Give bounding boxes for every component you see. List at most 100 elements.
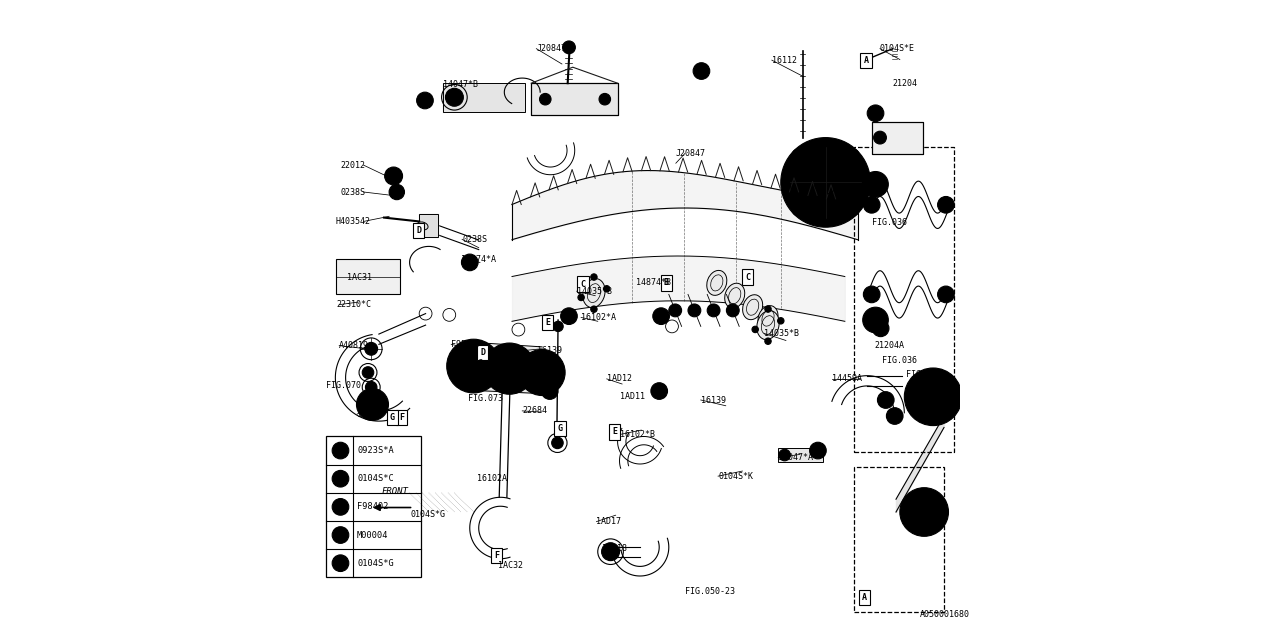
- Circle shape: [333, 555, 348, 572]
- Text: FIG.050-23: FIG.050-23: [686, 588, 736, 596]
- Bar: [531, 83, 618, 115]
- Text: J20847: J20847: [676, 149, 705, 158]
- Text: H403542: H403542: [335, 217, 371, 226]
- Text: 5: 5: [567, 312, 571, 321]
- Text: 14035*B: 14035*B: [576, 287, 612, 296]
- Text: F95707: F95707: [452, 340, 481, 349]
- Text: G: G: [390, 413, 394, 422]
- Text: F: F: [399, 413, 403, 422]
- Bar: [554, 421, 566, 436]
- Circle shape: [602, 543, 620, 561]
- Text: 0238S: 0238S: [340, 188, 366, 196]
- Ellipse shape: [417, 222, 428, 230]
- Circle shape: [417, 92, 433, 109]
- Bar: [543, 315, 553, 330]
- Text: 16139: 16139: [538, 346, 562, 355]
- Circle shape: [863, 307, 888, 333]
- Circle shape: [389, 184, 404, 200]
- Circle shape: [886, 408, 904, 424]
- Circle shape: [653, 308, 669, 324]
- Text: 22310*C: 22310*C: [335, 300, 371, 309]
- Circle shape: [863, 286, 881, 303]
- Text: 14874*A: 14874*A: [461, 255, 495, 264]
- Circle shape: [484, 343, 535, 394]
- Circle shape: [900, 488, 948, 536]
- Circle shape: [356, 388, 389, 420]
- Text: 2: 2: [815, 446, 820, 455]
- Circle shape: [591, 306, 598, 312]
- Bar: [742, 269, 753, 285]
- Text: 1: 1: [878, 324, 883, 333]
- Text: C: C: [745, 273, 750, 282]
- Text: E: E: [612, 428, 617, 436]
- Circle shape: [937, 286, 955, 303]
- Text: 4: 4: [467, 258, 472, 267]
- Circle shape: [781, 138, 870, 227]
- Text: 21204A: 21204A: [874, 341, 904, 350]
- Circle shape: [765, 338, 771, 344]
- Text: FIG.072: FIG.072: [906, 370, 941, 379]
- Text: 14047*B: 14047*B: [443, 80, 477, 89]
- Text: D: D: [480, 348, 485, 357]
- Text: F: F: [494, 551, 499, 560]
- Ellipse shape: [582, 278, 605, 308]
- Text: 4: 4: [338, 531, 343, 540]
- Bar: [855, 147, 954, 452]
- Ellipse shape: [758, 306, 778, 330]
- Circle shape: [669, 304, 682, 317]
- Text: 22684: 22684: [522, 406, 548, 415]
- Circle shape: [365, 342, 378, 355]
- Text: 2: 2: [548, 387, 552, 396]
- Circle shape: [447, 339, 500, 393]
- Text: FIG.036: FIG.036: [882, 356, 916, 365]
- Ellipse shape: [756, 310, 780, 340]
- Text: A40819: A40819: [339, 341, 369, 350]
- Text: J20847: J20847: [536, 44, 566, 53]
- Bar: [326, 436, 421, 577]
- Text: 14035*B: 14035*B: [764, 329, 799, 338]
- Text: FRONT: FRONT: [383, 487, 408, 496]
- Circle shape: [333, 499, 348, 515]
- Text: 5: 5: [338, 559, 343, 568]
- Circle shape: [366, 381, 376, 393]
- Text: 1AC31: 1AC31: [347, 273, 372, 282]
- Text: 16112: 16112: [772, 56, 797, 65]
- Circle shape: [868, 105, 884, 122]
- Circle shape: [937, 196, 955, 213]
- Text: 16102A: 16102A: [477, 474, 507, 483]
- Text: A: A: [863, 593, 867, 602]
- Text: 0923S*A: 0923S*A: [357, 446, 394, 455]
- Circle shape: [689, 304, 701, 317]
- Text: 1AC32: 1AC32: [498, 561, 524, 570]
- Circle shape: [333, 470, 348, 487]
- Text: B: B: [664, 278, 668, 287]
- Text: 2: 2: [657, 387, 662, 396]
- Text: FIG.070: FIG.070: [326, 381, 361, 390]
- Text: C: C: [581, 280, 585, 289]
- Bar: [396, 410, 407, 425]
- Circle shape: [863, 172, 888, 197]
- Circle shape: [652, 383, 668, 399]
- Circle shape: [362, 367, 374, 378]
- Text: FIG.073: FIG.073: [468, 394, 503, 403]
- Bar: [335, 259, 399, 294]
- Circle shape: [333, 527, 348, 543]
- Text: 3: 3: [338, 502, 343, 511]
- Bar: [855, 467, 945, 612]
- Text: 0238S: 0238S: [462, 235, 488, 244]
- Bar: [531, 83, 618, 115]
- Text: 16102*A: 16102*A: [581, 313, 616, 322]
- Text: 16102*B: 16102*B: [620, 430, 654, 439]
- Text: 0104S*C: 0104S*C: [357, 474, 394, 483]
- Text: 22012: 22012: [340, 161, 366, 170]
- Bar: [443, 83, 525, 112]
- Bar: [859, 590, 870, 605]
- Text: 2: 2: [699, 67, 704, 76]
- Circle shape: [694, 63, 710, 79]
- Circle shape: [520, 349, 564, 396]
- Circle shape: [751, 326, 759, 333]
- Circle shape: [604, 285, 611, 292]
- Circle shape: [561, 308, 577, 324]
- Circle shape: [599, 93, 611, 105]
- Circle shape: [462, 254, 479, 271]
